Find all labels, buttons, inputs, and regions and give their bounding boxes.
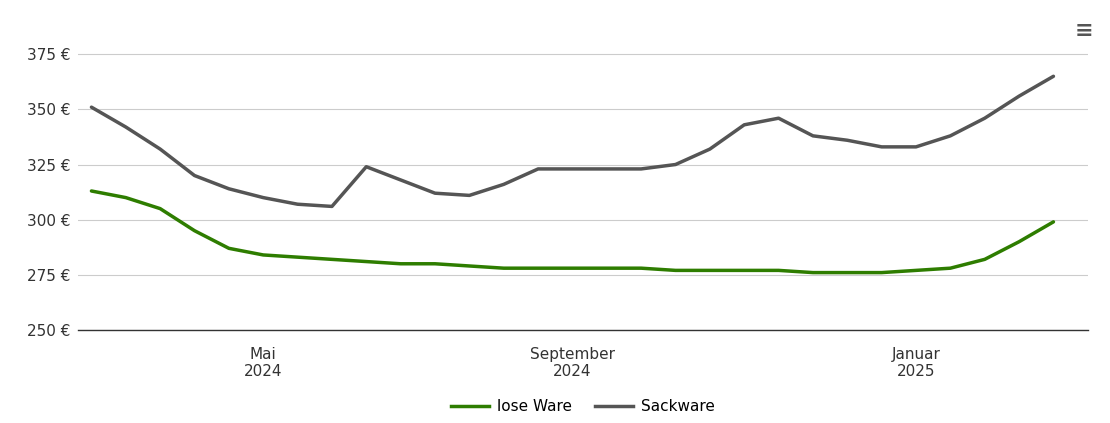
Text: Mai
2024: Mai 2024 — [244, 346, 282, 379]
Legend: lose Ware, Sackware: lose Ware, Sackware — [445, 393, 720, 420]
Text: ≡: ≡ — [1074, 21, 1093, 41]
Text: Januar
2025: Januar 2025 — [891, 346, 940, 379]
Text: September
2024: September 2024 — [529, 346, 615, 379]
